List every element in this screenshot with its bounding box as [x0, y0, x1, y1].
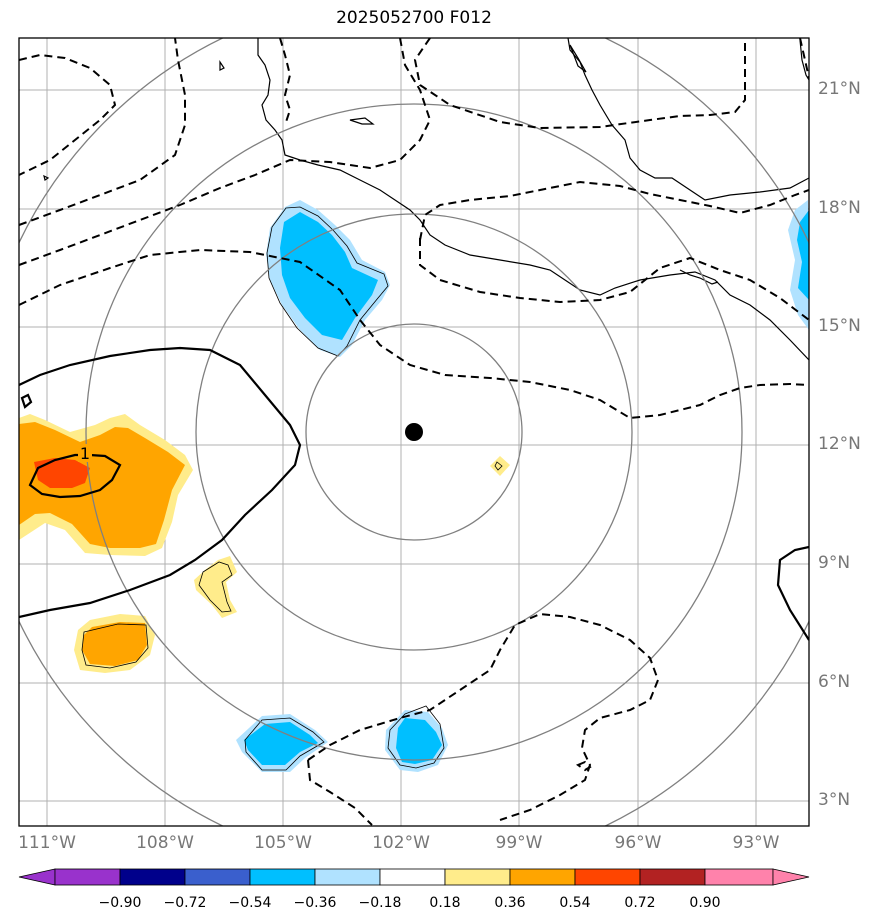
lat-label-18n: 18°N	[818, 198, 861, 218]
storm-center-marker	[405, 423, 423, 441]
negative-shading	[236, 200, 809, 772]
lat-label-9n: 9°N	[818, 553, 851, 573]
colorbar-label: −0.90	[98, 895, 142, 911]
colorbar-label: −0.18	[358, 895, 402, 911]
colorbar-label: −0.72	[163, 895, 207, 911]
map-title: 2025052700 F012	[336, 8, 492, 28]
contour-label: 1	[80, 444, 90, 463]
colorbar-label: −0.36	[293, 895, 337, 911]
colorbar-label: 0.54	[559, 895, 591, 911]
graticule	[19, 38, 809, 826]
positive-shading	[19, 414, 510, 673]
solid-contours	[19, 346, 809, 641]
colorbar-label: 0.90	[689, 895, 721, 911]
lon-label-102w: 102°W	[372, 833, 430, 853]
coastline	[43, 38, 809, 361]
lon-label-105w: 105°W	[254, 833, 312, 853]
map-frame	[18, 37, 810, 827]
lat-label-15n: 15°N	[818, 316, 861, 336]
lon-label-96w: 96°W	[614, 833, 662, 853]
lat-label-21n: 21°N	[818, 79, 861, 99]
colorbar-label: 0.36	[494, 895, 526, 911]
colorbar-label: −0.54	[228, 895, 272, 911]
colorbar-label: 0.72	[624, 895, 656, 911]
lat-label-6n: 6°N	[818, 672, 851, 692]
colorbar	[18, 868, 810, 886]
lon-label-108w: 108°W	[136, 833, 194, 853]
lon-label-99w: 99°W	[495, 833, 543, 853]
lon-label-93w: 93°W	[732, 833, 780, 853]
lon-label-111w: 111°W	[18, 833, 76, 853]
shading-outlines	[81, 206, 503, 771]
lat-label-3n: 3°N	[818, 790, 851, 810]
lat-label-12n: 12°N	[818, 434, 861, 454]
range-rings	[19, 38, 809, 826]
dashed-contours	[19, 38, 809, 826]
colorbar-label: 0.18	[429, 895, 461, 911]
